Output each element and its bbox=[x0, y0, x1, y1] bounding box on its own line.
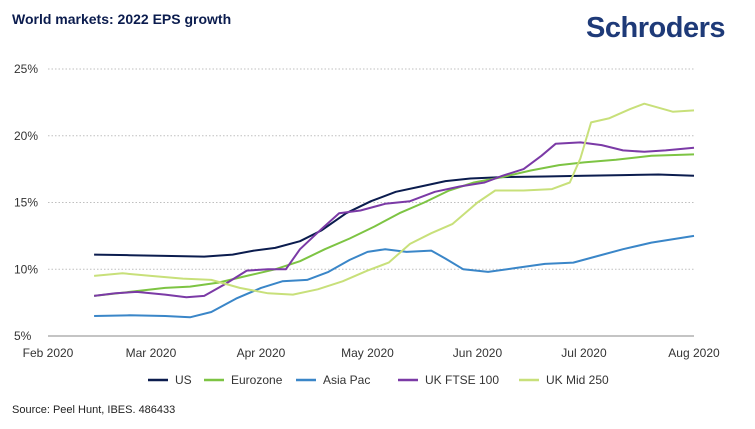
y-tick-label: 20% bbox=[14, 129, 38, 143]
y-tick-label: 25% bbox=[14, 62, 38, 76]
series-line-eurozone bbox=[93, 153, 695, 297]
legend-label: UK Mid 250 bbox=[546, 373, 609, 387]
y-tick-label: 15% bbox=[14, 196, 38, 210]
legend-label: US bbox=[175, 373, 192, 387]
schroders-logo: Schroders bbox=[586, 12, 725, 44]
x-axis: Feb 2020 Mar 2020 Apr 2020 May 2020 Jun 2020… bbox=[23, 335, 720, 360]
series-line-asia-pac bbox=[94, 234, 695, 319]
legend: US Eurozone Asia Pac UK FTSE 100 UK Mid 250 bbox=[148, 373, 609, 387]
y-tick-label: 10% bbox=[14, 262, 38, 276]
series-lines bbox=[93, 102, 695, 319]
gridlines bbox=[48, 68, 694, 270]
x-tick-label: Aug 2020 bbox=[668, 346, 720, 360]
source-note: Source: Peel Hunt, IBES. 486433 bbox=[12, 404, 176, 416]
chart-title: World markets: 2022 EPS growth bbox=[12, 11, 232, 27]
series-line-us bbox=[94, 173, 695, 258]
legend-label: UK FTSE 100 bbox=[425, 373, 499, 387]
y-tick-label: 5% bbox=[14, 329, 32, 343]
x-tick-label: Apr 2020 bbox=[237, 346, 286, 360]
x-tick-label: Feb 2020 bbox=[23, 346, 74, 360]
x-tick-label: Jun 2020 bbox=[453, 346, 503, 360]
x-tick-label: Mar 2020 bbox=[126, 346, 177, 360]
legend-label: Eurozone bbox=[231, 373, 283, 387]
series-line-uk-mid-250 bbox=[94, 102, 695, 296]
series-line-uk-ftse-100 bbox=[93, 141, 695, 299]
x-tick-label: May 2020 bbox=[341, 346, 394, 360]
x-tick-label: Jul 2020 bbox=[561, 346, 607, 360]
legend-label: Asia Pac bbox=[323, 373, 370, 387]
y-axis: 5% 10% 15% 20% 25% bbox=[14, 62, 38, 343]
